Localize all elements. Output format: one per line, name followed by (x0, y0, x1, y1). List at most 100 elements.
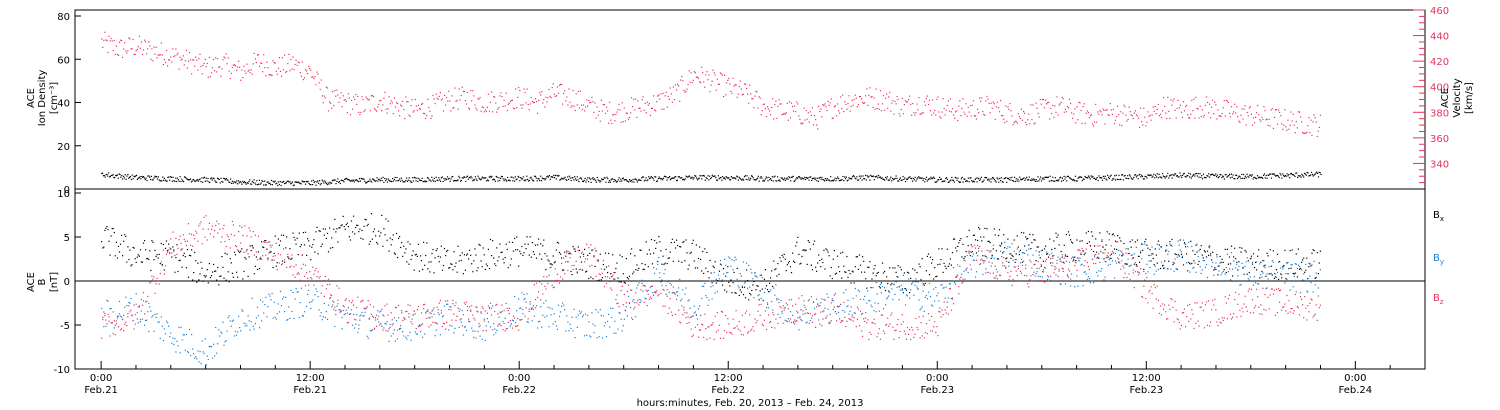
by-series-point (1188, 241, 1190, 243)
density-series-point (182, 180, 184, 182)
velocity-series-point (868, 94, 870, 96)
bx-series-point (646, 253, 648, 255)
density-series-point (761, 177, 763, 179)
velocity-series-point (213, 58, 215, 61)
velocity-series-point (844, 101, 846, 103)
density-series-point (190, 181, 192, 183)
density-series-point (698, 177, 700, 179)
by-series-point (912, 281, 914, 283)
bx-series-point (532, 251, 534, 253)
bx-series-point (644, 263, 646, 266)
bx-series-point (290, 258, 292, 260)
by-series-point (769, 291, 771, 293)
by-series-point (449, 306, 451, 308)
by-series-point (325, 311, 327, 313)
velocity-series-point (749, 84, 751, 86)
bx-series-point (693, 260, 695, 262)
density-series-point (605, 181, 607, 183)
density-series-point (436, 179, 438, 181)
velocity-series-point (770, 114, 772, 116)
velocity-series-point (267, 67, 269, 69)
bx-series-point (1082, 250, 1084, 252)
bx-series-point (1147, 247, 1149, 249)
density-series-point (526, 175, 528, 177)
bx-series-point (1088, 241, 1090, 243)
bx-series-point (859, 264, 862, 266)
bx-series-point (1094, 245, 1096, 247)
density-series-point (959, 181, 962, 183)
bx-series-point (641, 263, 643, 265)
by-series-point (475, 337, 477, 339)
by-series-point (724, 258, 726, 260)
velocity-series-point (1121, 125, 1123, 127)
by-series-point (716, 291, 718, 293)
density-series-point (925, 176, 928, 178)
density-series-point (1108, 177, 1110, 180)
bx-series-point (137, 254, 139, 256)
velocity-series-point (127, 50, 129, 52)
bx-series-point (881, 262, 884, 264)
bx-series-point (1108, 233, 1110, 235)
by-series-point (193, 352, 195, 355)
density-series-point (768, 176, 770, 178)
bx-series-point (107, 228, 109, 231)
velocity-series-point (654, 109, 656, 111)
density-series-point (1191, 175, 1193, 177)
velocity-tick-label: 420 (1430, 57, 1449, 68)
by-series-point (1056, 259, 1058, 262)
bx-series-point (598, 279, 600, 281)
bx-series-point (387, 220, 389, 222)
density-series-point (1019, 176, 1021, 178)
density-series-point (358, 178, 361, 180)
density-series-point (1218, 176, 1220, 178)
by-series-point (961, 273, 963, 275)
velocity-series-point (409, 115, 411, 117)
bx-series-point (877, 271, 879, 274)
velocity-series-point (432, 94, 434, 96)
density-series-point (256, 180, 258, 182)
by-series-point (754, 275, 756, 277)
by-series-point (240, 330, 242, 332)
density-series-point (588, 181, 590, 183)
density-series-point (456, 180, 458, 182)
velocity-series-point (658, 94, 660, 96)
by-series-point (980, 263, 982, 265)
velocity-series-point (291, 68, 293, 70)
velocity-series-point (542, 102, 544, 104)
bx-series-point (951, 252, 954, 254)
bx-series-point (470, 254, 472, 256)
bx-series-point (638, 267, 640, 269)
by-series-point (662, 288, 664, 290)
density-series-point (669, 179, 672, 181)
velocity-series-point (857, 104, 859, 106)
density-series-point (758, 180, 760, 182)
bx-series-point (1051, 248, 1053, 251)
density-series-point (780, 177, 782, 179)
bx-series-point (1248, 271, 1250, 274)
density-tick-label: 80 (57, 12, 70, 23)
bx-series-point (794, 261, 796, 263)
by-series-point (1245, 261, 1247, 263)
density-series-point (670, 178, 672, 180)
bx-series-point (1012, 255, 1014, 258)
bx-series-point (183, 252, 185, 254)
velocity-series-point (1293, 124, 1295, 126)
by-series-point (228, 315, 230, 317)
bx-series-point (128, 258, 130, 261)
density-series-point (1276, 174, 1279, 177)
density-series-point (702, 175, 704, 177)
velocity-series-point (946, 104, 948, 106)
velocity-series-point (496, 111, 498, 113)
bx-series-point (866, 287, 868, 289)
by-series-point (590, 336, 592, 338)
bx-series-point (1205, 256, 1208, 258)
bx-series-point (1149, 249, 1151, 251)
velocity-series-point (1086, 110, 1088, 112)
bx-series (101, 213, 1321, 302)
by-series-point (638, 282, 640, 284)
bx-series-point (182, 254, 184, 257)
by-series-point (927, 291, 930, 293)
velocity-series-point (875, 88, 877, 90)
by-series-point (195, 356, 197, 358)
density-series-point (235, 182, 237, 184)
